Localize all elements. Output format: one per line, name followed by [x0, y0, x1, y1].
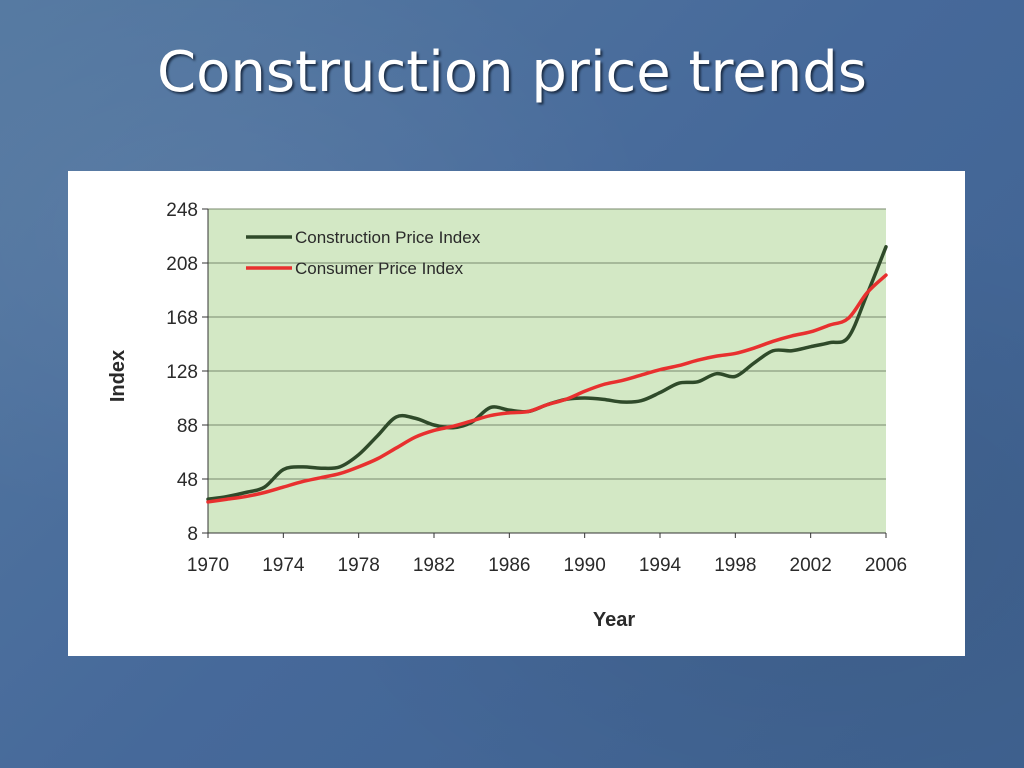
legend-consumer-label: Consumer Price Index: [295, 259, 464, 278]
x-tick-label: 2006: [865, 555, 907, 576]
legend-construction-label: Construction Price Index: [295, 228, 481, 247]
axis-labels: 8 48 88 128 168 208 248 1970 1974 1978 1982 1986 199…: [107, 200, 907, 631]
x-tick-label: 1982: [413, 555, 455, 576]
slide-title: Construction price trends: [157, 40, 867, 105]
y-tick-label: 208: [166, 254, 198, 275]
legend: Construction Price Index Consumer Price I…: [246, 228, 481, 278]
series-lines: [206, 245, 888, 504]
y-tick-label: 128: [166, 362, 198, 383]
y-tick-label: 88: [177, 416, 198, 437]
y-tick-label: 248: [166, 200, 198, 221]
x-tick-label: 1998: [714, 555, 756, 576]
x-tick-label: 1994: [639, 555, 682, 576]
x-tick-label: 1974: [262, 555, 305, 576]
y-tick-label: 8: [187, 524, 198, 545]
x-tick-label: 1986: [488, 555, 530, 576]
y-tick-label: 48: [177, 470, 198, 491]
y-tick-label: 168: [166, 308, 198, 329]
x-tick-label: 1990: [564, 555, 606, 576]
x-tick-label: 1970: [187, 555, 229, 576]
x-axis-title: Year: [593, 609, 635, 631]
x-tick-label: 2002: [790, 555, 832, 576]
line-chart: Construction Price Index Consumer Price I…: [107, 200, 907, 631]
chart-panel: Construction Price Index Consumer Price I…: [68, 171, 965, 656]
x-tick-label: 1978: [338, 555, 380, 576]
consumer-price-index-line: [206, 273, 888, 504]
y-axis-title: Index: [107, 350, 129, 402]
axes: [202, 208, 887, 538]
